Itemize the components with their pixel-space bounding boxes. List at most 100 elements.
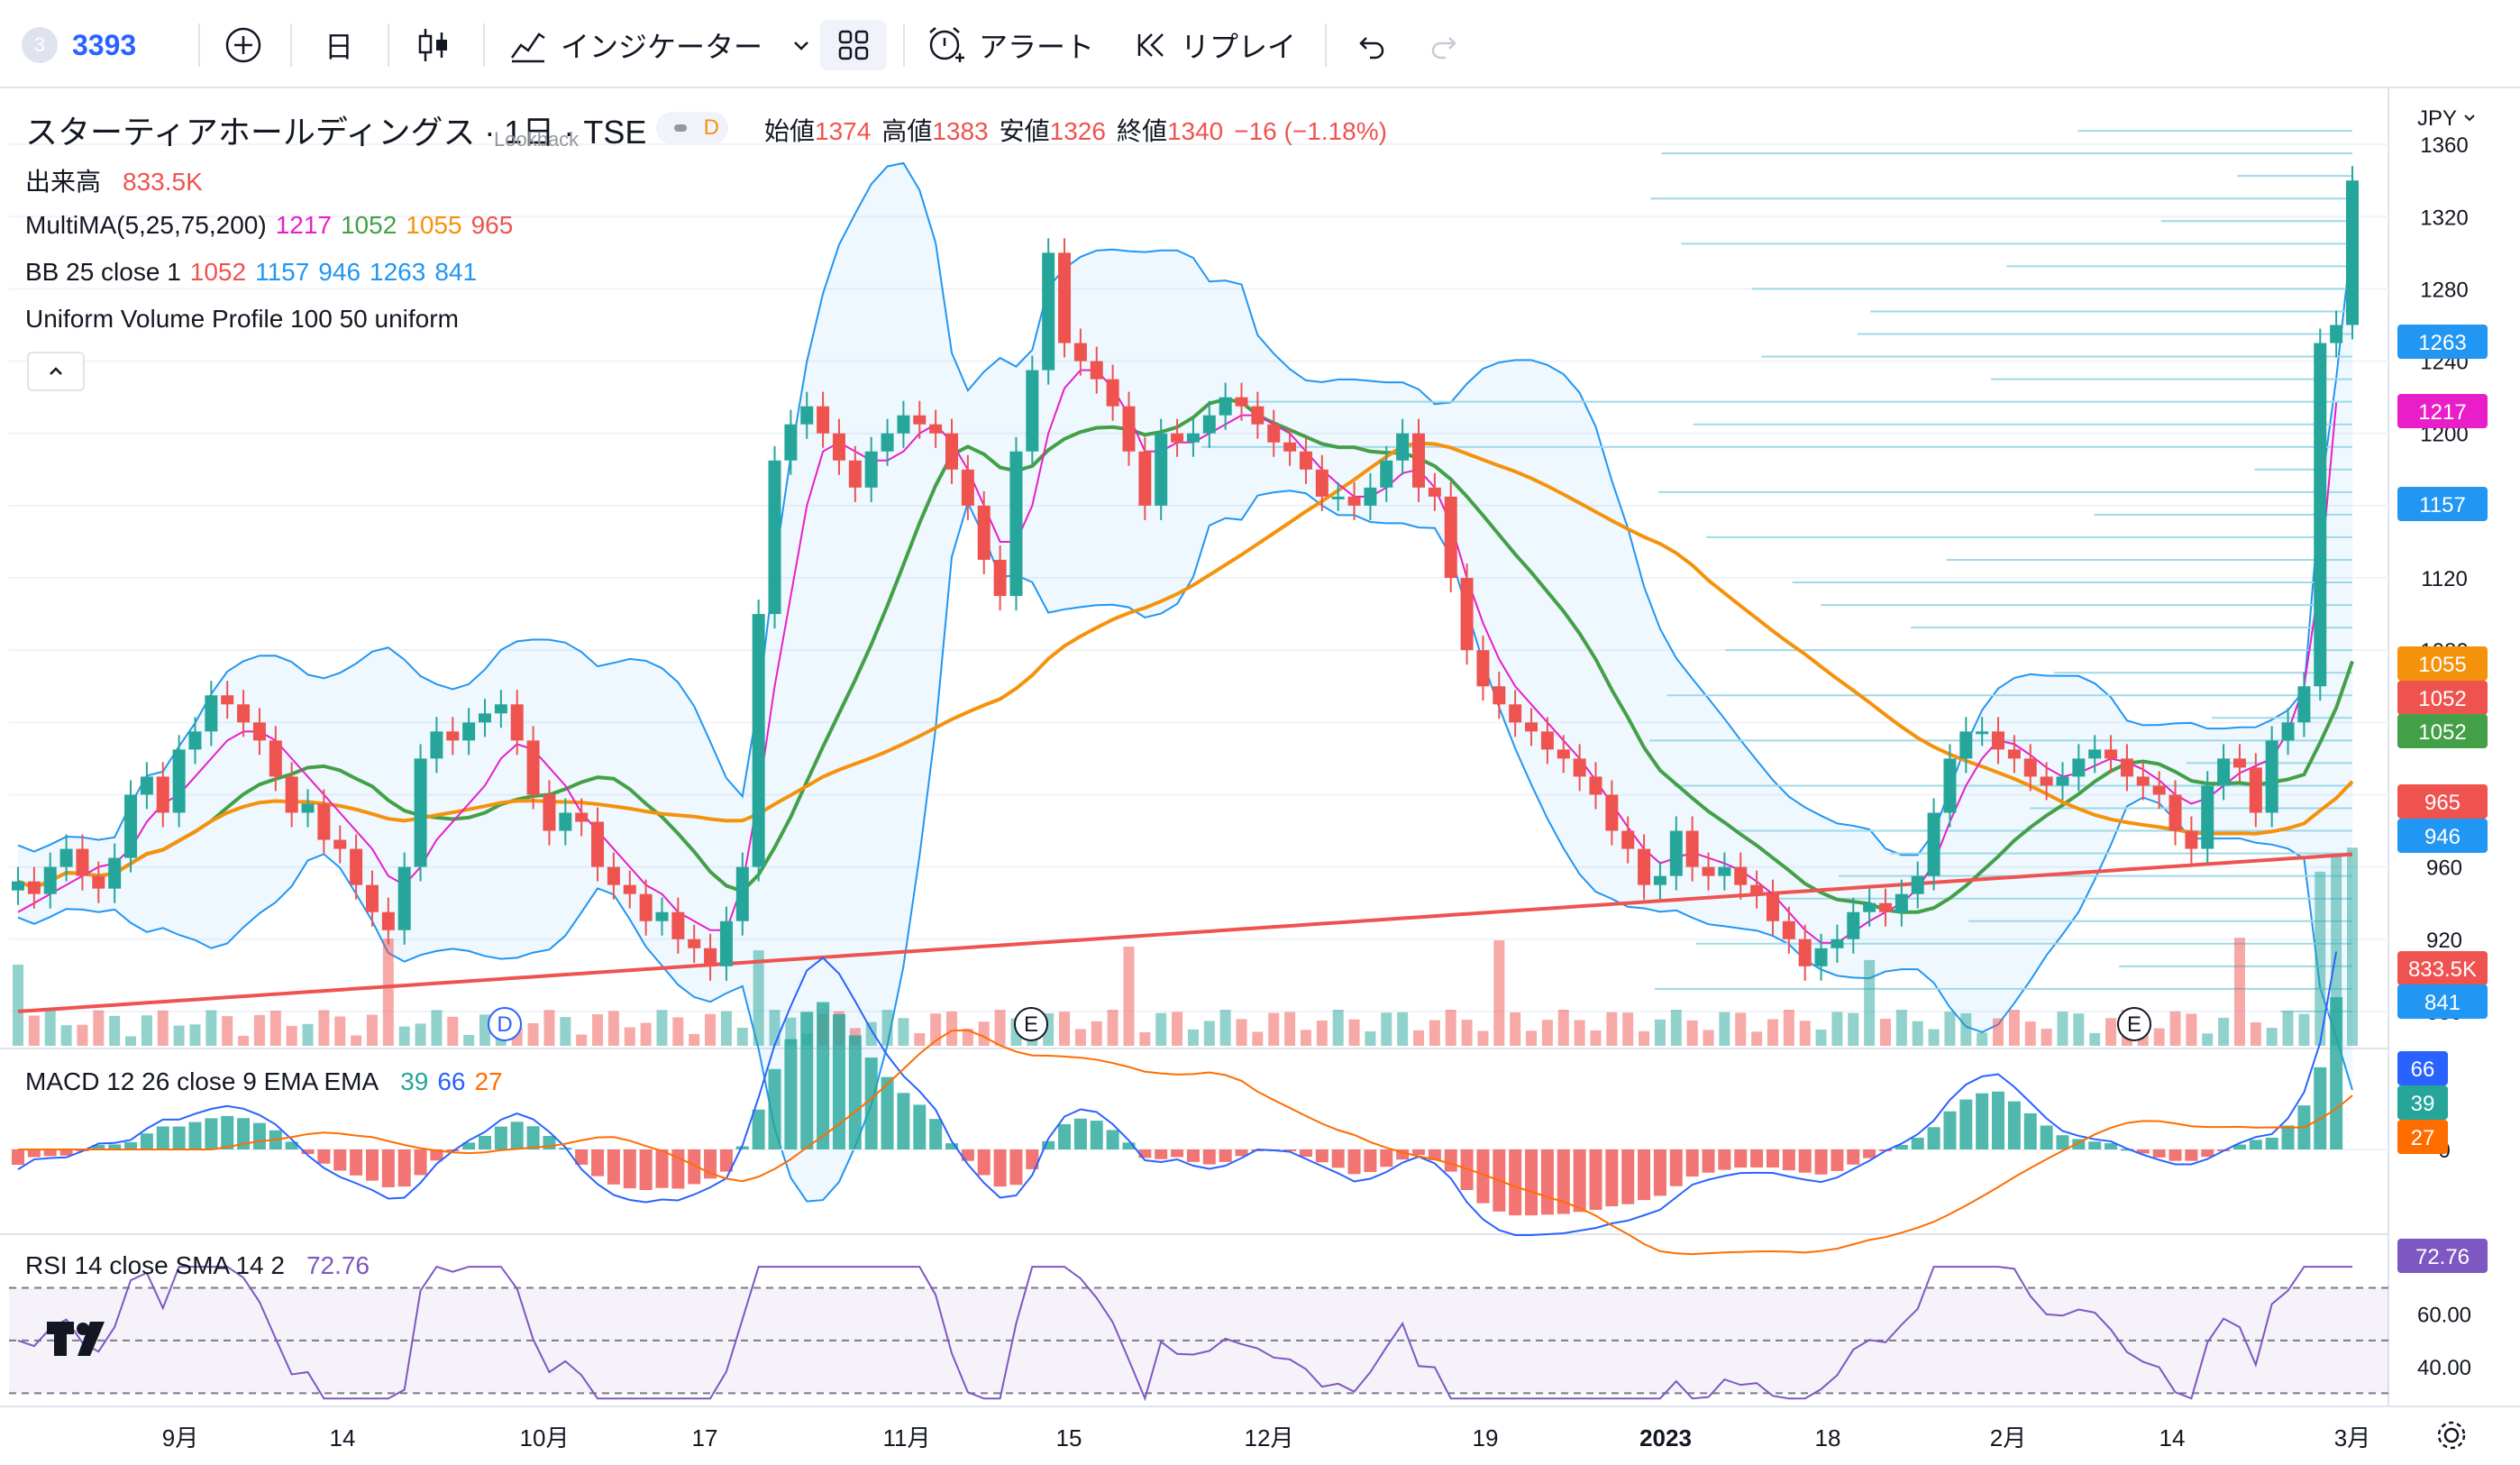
candle-body	[1476, 650, 1490, 687]
candle-body	[784, 424, 798, 461]
macd-histogram-bar	[381, 1149, 395, 1187]
macd-histogram-bar	[1943, 1111, 1957, 1149]
macd-histogram-bar	[1460, 1149, 1474, 1190]
candle-body	[1831, 939, 1844, 948]
macd-histogram-bar	[414, 1149, 427, 1176]
macd-line	[17, 951, 2338, 1236]
volume-bar	[898, 1018, 909, 1046]
chart-type-button[interactable]	[415, 20, 451, 70]
macd-line-value: 66	[437, 1067, 466, 1095]
volume-bar	[2186, 1013, 2197, 1046]
macd-histogram-bar	[623, 1149, 636, 1189]
volume-bar	[60, 1025, 72, 1046]
price-tag	[2397, 784, 2488, 819]
candle-body	[12, 881, 24, 891]
ma-label: MultiMA(5,25,75,200)	[25, 211, 267, 239]
volume-bar	[479, 1014, 490, 1046]
ma25-value: 1052	[340, 211, 397, 239]
price-tag-label: 1055	[2418, 653, 2466, 677]
status-label: D	[703, 115, 719, 140]
candle-body	[1685, 830, 1699, 867]
candle-body	[252, 722, 266, 741]
macd-histogram-bar	[1895, 1145, 1908, 1149]
candle-body	[1943, 758, 1957, 813]
candle-body	[2281, 722, 2295, 741]
candle-body	[2314, 343, 2327, 687]
symbol-search[interactable]: 3 3393	[22, 20, 136, 70]
price-tag	[2397, 984, 2488, 1019]
candle-body	[333, 839, 347, 849]
time-axis-label: 15	[1056, 1424, 1082, 1451]
volume-bar	[238, 1035, 250, 1046]
volume-bar	[1670, 1010, 1682, 1046]
candle-body	[639, 893, 653, 921]
alert-button[interactable]: アラート	[925, 20, 1094, 70]
chevron-up-icon	[50, 367, 62, 375]
redo-button[interactable]	[1428, 20, 1464, 70]
candle-body	[575, 812, 589, 822]
bb-lower2-value: 841	[434, 258, 478, 286]
indicators-button[interactable]: インジケーター	[508, 20, 813, 70]
volume-bar	[1252, 1031, 1264, 1046]
macd-histogram-bar	[397, 1149, 411, 1187]
volume-bar	[1703, 1030, 1714, 1046]
macd-histogram-bar	[1396, 1149, 1410, 1160]
close-value: 1340	[1166, 117, 1224, 145]
candle-body	[365, 884, 379, 912]
collapse-legend-button[interactable]	[27, 352, 85, 391]
macd-histogram-bar	[1058, 1123, 1072, 1149]
replay-button[interactable]: リプレイ	[1134, 20, 1296, 70]
currency-label[interactable]: JPY	[2417, 106, 2477, 132]
volume-bar	[351, 1035, 362, 1046]
volume-bar	[1928, 1029, 1940, 1046]
macd-histogram-bar	[2136, 1149, 2150, 1154]
lookback-label: Lookback	[494, 128, 580, 151]
macd-histogram-bar	[285, 1141, 298, 1149]
rsi-tick-label: 60.00	[2417, 1304, 2471, 1328]
candle-body	[1073, 343, 1087, 362]
candle-body	[446, 731, 460, 741]
price-tag	[2397, 394, 2488, 428]
macd-histogram-bar	[1509, 1149, 1522, 1216]
candle-body	[205, 695, 218, 732]
settings-button[interactable]	[2433, 1417, 2470, 1458]
undo-icon	[1359, 37, 1384, 60]
candle-body	[1557, 749, 1570, 759]
interval-button[interactable]: 日	[324, 20, 353, 70]
close-label: 終値	[1116, 117, 1167, 145]
candle-body	[2249, 767, 2262, 813]
candle-body	[1202, 415, 1216, 434]
divider	[198, 23, 200, 67]
open-label: 始値	[764, 117, 816, 145]
candle-body	[1155, 433, 1168, 506]
volume-bar	[1526, 1030, 1538, 1046]
divider	[388, 23, 389, 67]
macd-histogram-bar	[1202, 1149, 1216, 1165]
volume-bar	[753, 950, 764, 1046]
candle-body	[623, 884, 636, 894]
ma200-value: 965	[470, 211, 514, 239]
candle-body	[832, 433, 845, 461]
volume-bar	[1155, 1012, 1167, 1046]
candle-body	[1058, 252, 1072, 343]
macd-signal-line	[18, 1029, 2353, 1256]
add-symbol-button[interactable]	[224, 20, 263, 70]
candle-body	[1444, 496, 1457, 579]
candle-body	[1315, 469, 1328, 497]
volume-bar	[865, 1021, 877, 1046]
macd-histogram-bar	[2249, 1140, 2262, 1149]
indicators-icon	[510, 32, 545, 63]
candle-body	[1782, 920, 1795, 939]
candle-body	[124, 794, 138, 858]
layout-button[interactable]	[820, 20, 887, 70]
macd-histogram-bar	[575, 1149, 589, 1165]
volume-bar	[1477, 1030, 1489, 1046]
price-tick-label: 1120	[2421, 567, 2468, 591]
candle-body	[559, 812, 572, 831]
volume-bar	[447, 1016, 459, 1046]
macd-histogram-bar	[1798, 1149, 1812, 1173]
macd-histogram-bar	[1992, 1091, 2005, 1149]
bb-upper2-value: 1263	[370, 258, 426, 286]
undo-button[interactable]	[1352, 20, 1388, 70]
